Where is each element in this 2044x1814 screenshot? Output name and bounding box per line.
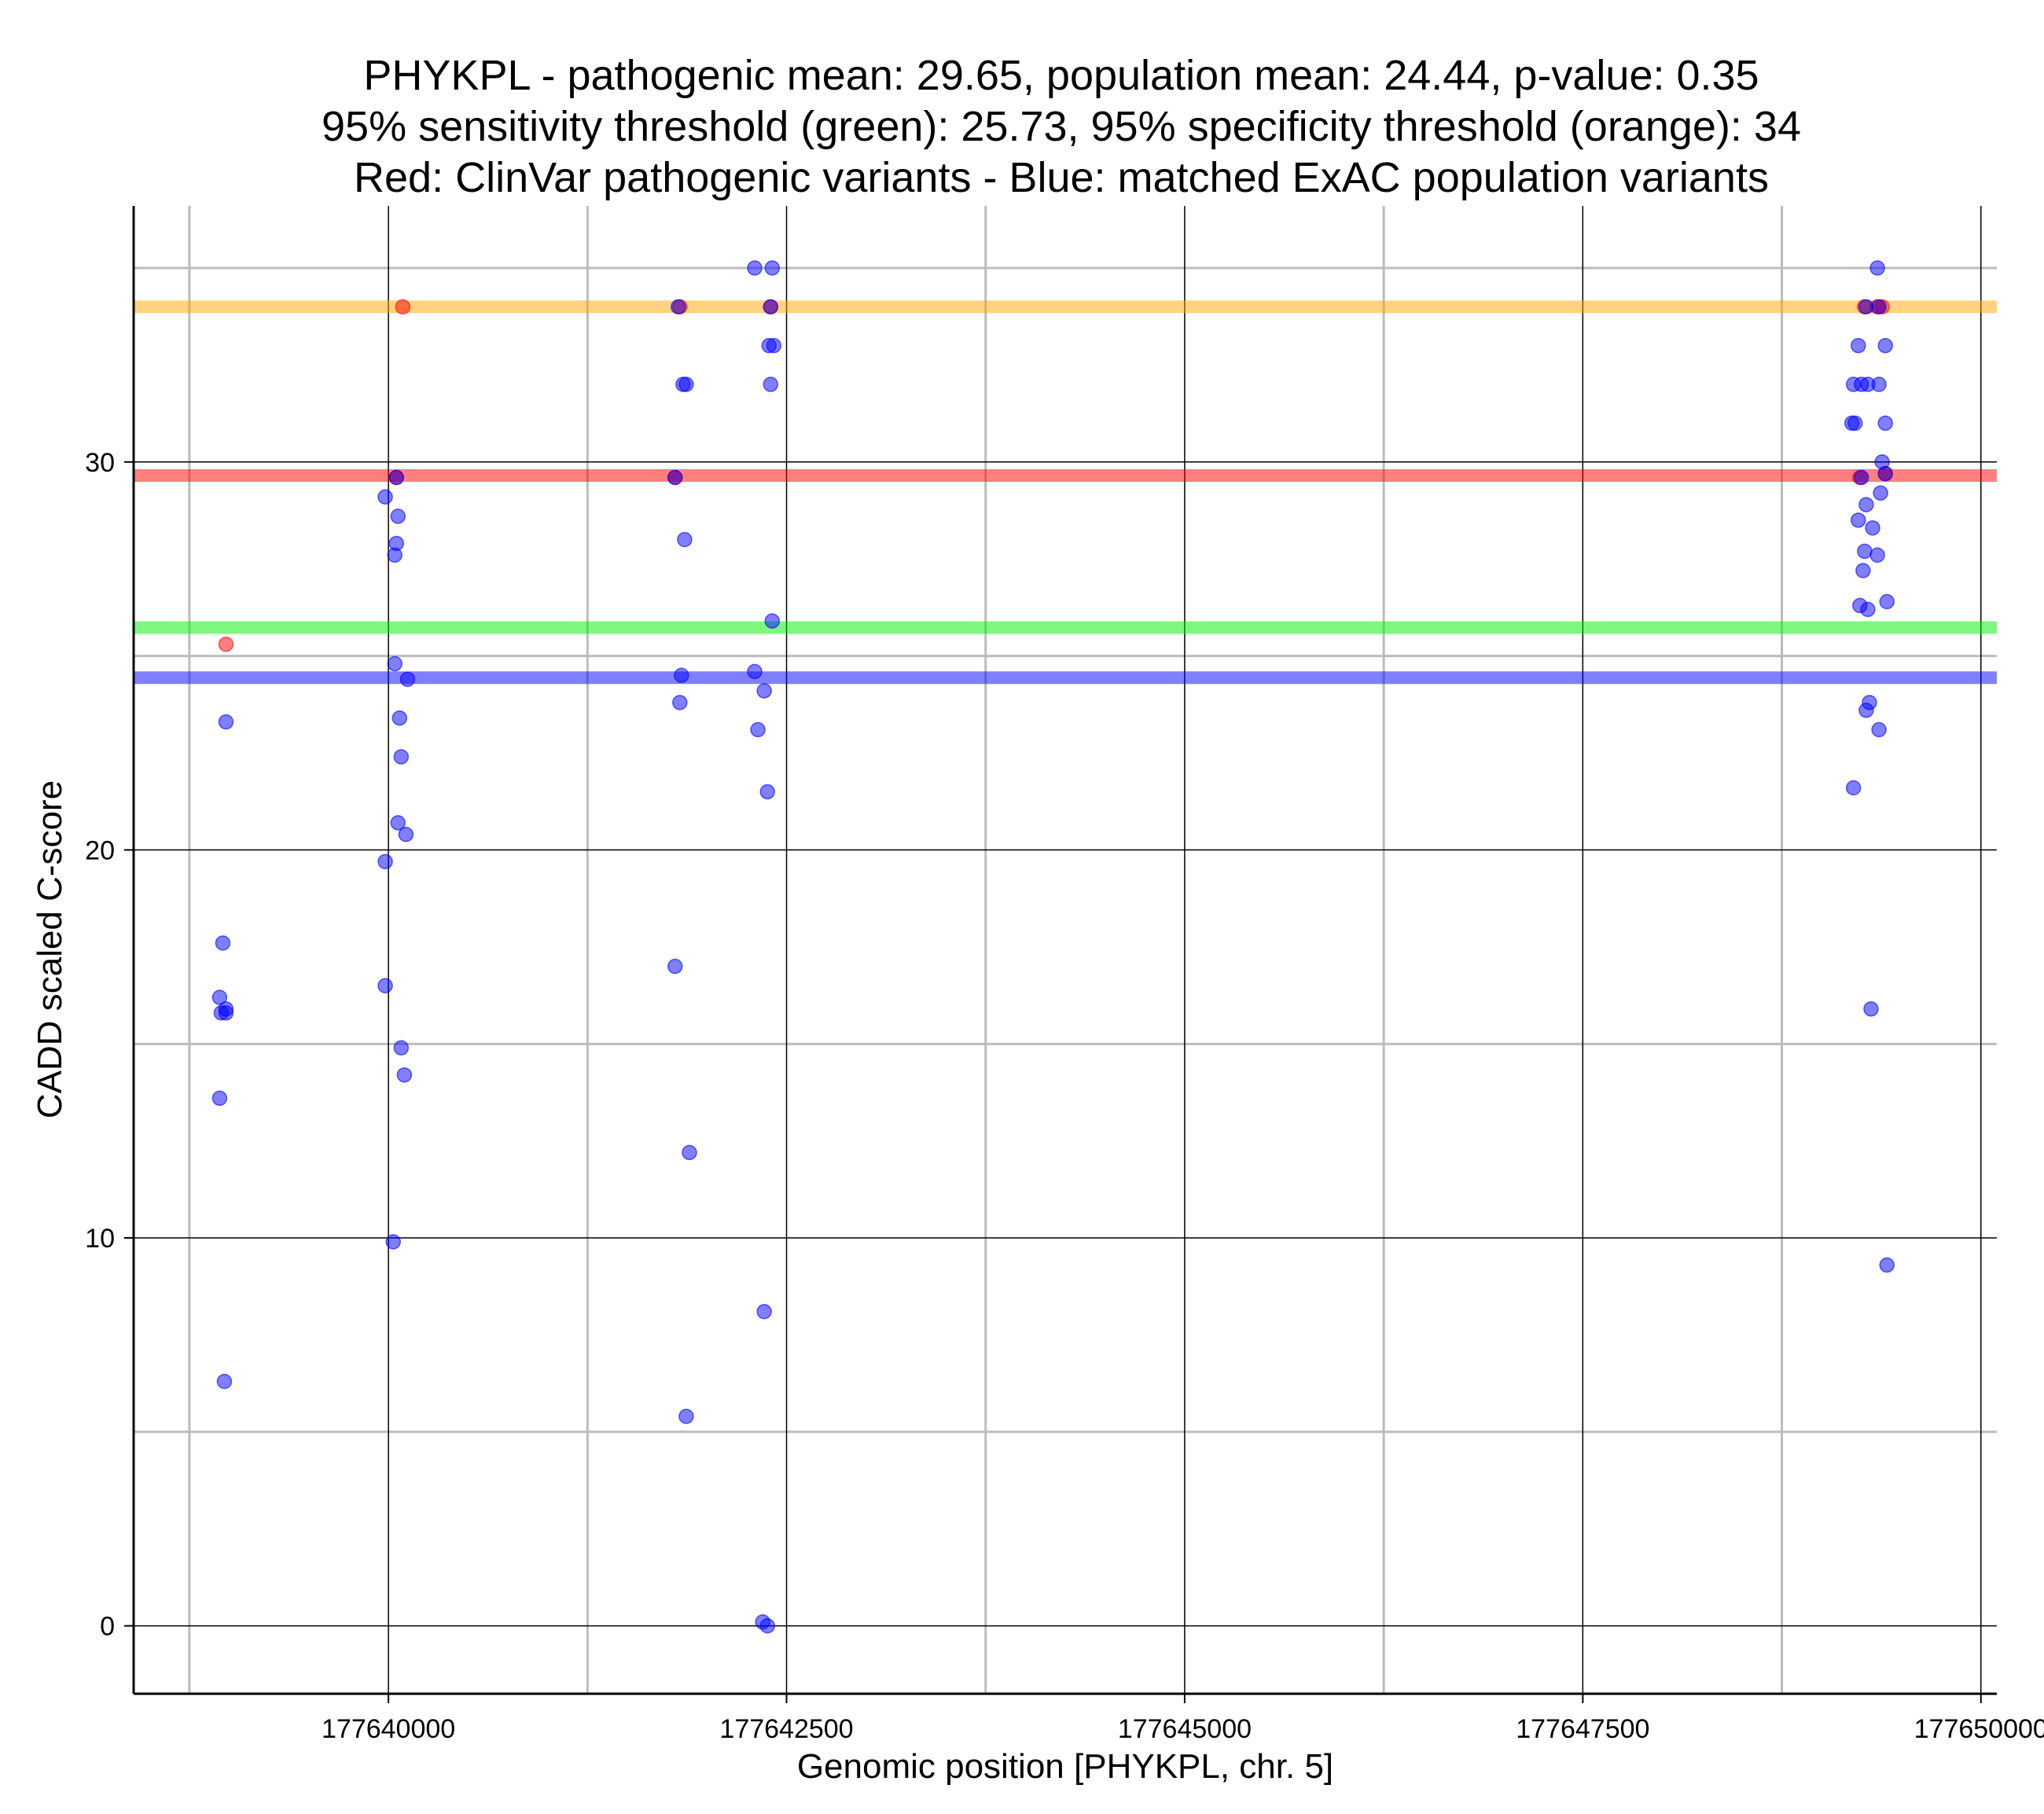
population-point-66 <box>1865 520 1880 536</box>
population-point-9 <box>388 469 404 486</box>
population-point-14 <box>399 671 416 687</box>
population-point-56 <box>1871 376 1887 392</box>
population-point-61 <box>1854 469 1869 486</box>
x-tick-label-0: 177640000 <box>322 1714 455 1744</box>
population-point-36 <box>763 299 779 315</box>
population-point-76 <box>1845 780 1862 796</box>
population-point-1 <box>215 935 231 951</box>
reference-lines <box>134 300 1997 685</box>
population-point-28 <box>677 531 693 548</box>
population-point-23 <box>385 1234 401 1250</box>
data-points <box>211 260 1895 1634</box>
population-point-8 <box>377 489 393 505</box>
population-point-32 <box>682 1144 697 1161</box>
population-point-78 <box>1879 1257 1895 1273</box>
population-point-18 <box>398 826 414 843</box>
population-point-13 <box>387 655 403 672</box>
y-tick-label-0: 0 <box>100 1612 115 1642</box>
population-point-19 <box>377 854 393 869</box>
population-point-47 <box>759 1618 775 1634</box>
population-point-42 <box>756 683 772 699</box>
population-point-6 <box>211 1090 228 1107</box>
population-point-45 <box>756 1304 772 1320</box>
population-point-67 <box>1857 543 1873 560</box>
population-point-21 <box>393 1040 410 1056</box>
population-point-31 <box>667 958 683 975</box>
population-point-41 <box>747 663 763 680</box>
y-tick-label-3: 30 <box>85 448 115 478</box>
population-point-22 <box>396 1067 413 1083</box>
population-point-38 <box>766 337 782 354</box>
population-point-20 <box>377 978 393 993</box>
population-point-15 <box>392 710 408 726</box>
x-tick-label-2: 177645000 <box>1118 1714 1252 1744</box>
population-point-44 <box>759 784 775 800</box>
population-point-30 <box>672 695 688 711</box>
population-point-77 <box>1863 1001 1879 1017</box>
population-point-74 <box>1858 702 1874 718</box>
grid-minor <box>134 206 1997 1694</box>
population-point-17 <box>390 815 406 831</box>
population-point-51 <box>1851 337 1866 354</box>
x-axis-title: Genomic position [PHYKPL, chr. 5] <box>797 1747 1333 1786</box>
population-point-62 <box>1877 465 1893 482</box>
population-point-48 <box>1869 260 1885 276</box>
population-point-63 <box>1873 485 1888 501</box>
population-point-72 <box>1860 601 1876 618</box>
population-point-52 <box>1877 337 1893 354</box>
population-point-40 <box>764 613 781 629</box>
axes <box>132 206 1997 1695</box>
population-point-2 <box>211 990 228 1005</box>
population-point-68 <box>1869 547 1885 564</box>
title-line-3: Red: ClinVar pathogenic variants - Blue:… <box>354 154 1769 201</box>
x-tick-label-4: 177650000 <box>1914 1714 2044 1744</box>
population-point-33 <box>678 1408 694 1424</box>
population-point-12 <box>387 547 403 564</box>
population-point-49 <box>1858 299 1874 315</box>
y-axis-ticks: 0 10 20 30 <box>85 448 134 1642</box>
y-tick-label-2: 20 <box>85 835 115 865</box>
title-line-2: 95% sensitivity threshold (green): 25.73… <box>322 103 1801 150</box>
population-point-10 <box>390 509 406 524</box>
title-line-1: PHYKPL - pathogenic mean: 29.65, populat… <box>363 52 1759 99</box>
population-point-69 <box>1855 563 1871 578</box>
pathogenic-point-0 <box>218 637 234 652</box>
grid-major <box>134 206 1997 1694</box>
population-point-75 <box>1871 722 1887 738</box>
population-point-16 <box>393 749 410 765</box>
population-point-0 <box>218 714 234 730</box>
population-point-59 <box>1877 415 1893 431</box>
pathogenic-point-2 <box>395 299 411 315</box>
population-point-39 <box>763 376 779 392</box>
population-point-65 <box>1851 512 1866 528</box>
population-point-27 <box>667 469 683 486</box>
y-tick-label-1: 10 <box>85 1224 115 1254</box>
chart-title: PHYKPL - pathogenic mean: 29.65, populat… <box>322 52 1801 201</box>
population-point-26 <box>678 376 694 392</box>
population-point-50 <box>1871 299 1887 315</box>
x-tick-label-1: 177642500 <box>719 1714 853 1744</box>
population-point-7 <box>216 1373 233 1390</box>
population-point-29 <box>674 667 689 684</box>
population-point-43 <box>750 722 766 738</box>
population-point-24 <box>671 299 686 315</box>
population-point-70 <box>1879 593 1895 610</box>
population-point-64 <box>1858 497 1874 512</box>
x-axis-ticks: 177640000 177642500 177645000 177647500 1776… <box>322 1694 2044 1744</box>
x-tick-label-3: 177647500 <box>1516 1714 1649 1744</box>
population-point-35 <box>764 260 781 276</box>
y-axis-title: CADD scaled C-score <box>31 780 69 1118</box>
population-point-58 <box>1847 415 1863 431</box>
population-point-5 <box>218 1001 234 1017</box>
population-point-34 <box>747 260 763 276</box>
